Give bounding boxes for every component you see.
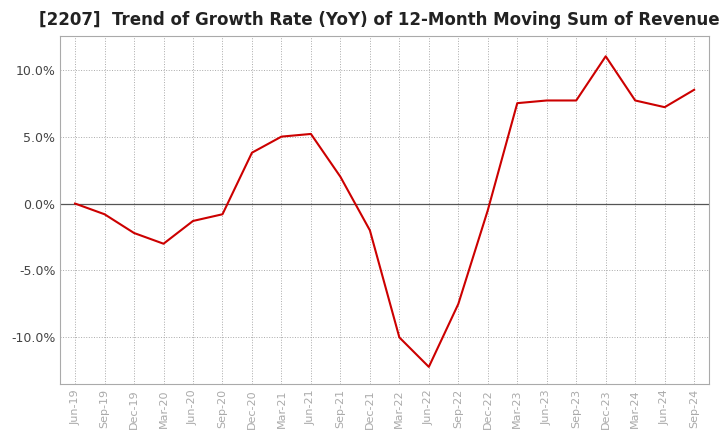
Title: [2207]  Trend of Growth Rate (YoY) of 12-Month Moving Sum of Revenues: [2207] Trend of Growth Rate (YoY) of 12-… <box>40 11 720 29</box>
